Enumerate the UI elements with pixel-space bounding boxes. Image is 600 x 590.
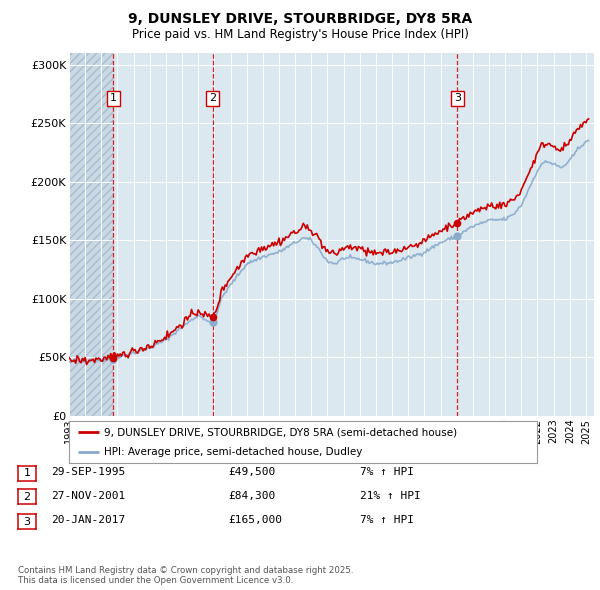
- Text: 21% ↑ HPI: 21% ↑ HPI: [360, 491, 421, 500]
- Text: 3: 3: [23, 517, 31, 527]
- Text: £165,000: £165,000: [228, 516, 282, 525]
- Text: 1: 1: [110, 93, 117, 103]
- Text: Price paid vs. HM Land Registry's House Price Index (HPI): Price paid vs. HM Land Registry's House …: [131, 28, 469, 41]
- Text: 2: 2: [209, 93, 217, 103]
- Text: £84,300: £84,300: [228, 491, 275, 500]
- Text: 1: 1: [23, 468, 31, 478]
- Text: 7% ↑ HPI: 7% ↑ HPI: [360, 467, 414, 477]
- Text: Contains HM Land Registry data © Crown copyright and database right 2025.
This d: Contains HM Land Registry data © Crown c…: [18, 566, 353, 585]
- Text: 29-SEP-1995: 29-SEP-1995: [51, 467, 125, 477]
- Text: £49,500: £49,500: [228, 467, 275, 477]
- Text: 9, DUNSLEY DRIVE, STOURBRIDGE, DY8 5RA: 9, DUNSLEY DRIVE, STOURBRIDGE, DY8 5RA: [128, 12, 472, 26]
- Text: 9, DUNSLEY DRIVE, STOURBRIDGE, DY8 5RA (semi-detached house): 9, DUNSLEY DRIVE, STOURBRIDGE, DY8 5RA (…: [104, 427, 457, 437]
- Text: 3: 3: [454, 93, 461, 103]
- Text: HPI: Average price, semi-detached house, Dudley: HPI: Average price, semi-detached house,…: [104, 447, 362, 457]
- Bar: [69, 53, 113, 416]
- Text: 20-JAN-2017: 20-JAN-2017: [51, 516, 125, 525]
- Text: 2: 2: [23, 492, 31, 502]
- Text: 27-NOV-2001: 27-NOV-2001: [51, 491, 125, 500]
- Text: 7% ↑ HPI: 7% ↑ HPI: [360, 516, 414, 525]
